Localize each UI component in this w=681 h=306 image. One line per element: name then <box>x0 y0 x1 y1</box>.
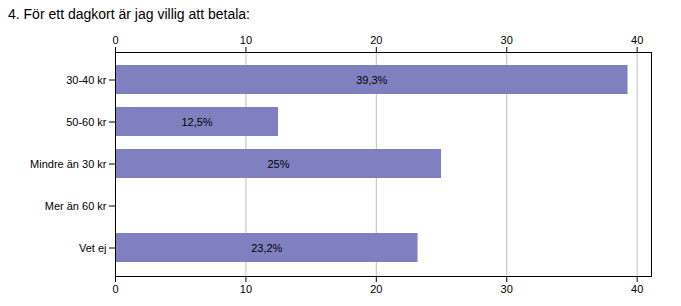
svg-text:Mindre än 30 kr: Mindre än 30 kr <box>30 158 107 170</box>
svg-text:23,2%: 23,2% <box>251 242 282 254</box>
html-text:4. För ett dagkort är jag vill: 4. För ett dagkort är jag villig att bet… <box>8 6 250 22</box>
svg-text:50-60 kr: 50-60 kr <box>66 116 107 128</box>
svg-text:Mer än 60 kr: Mer än 60 kr <box>45 200 107 212</box>
svg-text:25%: 25% <box>268 158 290 170</box>
svg-text:Vet ej: Vet ej <box>79 242 107 254</box>
svg-text:20: 20 <box>370 283 382 295</box>
svg-text:20: 20 <box>370 34 382 46</box>
svg-text:10: 10 <box>240 283 252 295</box>
svg-text:40: 40 <box>631 34 643 46</box>
svg-text:30: 30 <box>501 34 513 46</box>
svg-text:0: 0 <box>112 283 118 295</box>
svg-text:30-40 kr: 30-40 kr <box>66 74 107 86</box>
svg-text:12,5%: 12,5% <box>181 116 212 128</box>
svg-text:40: 40 <box>631 283 643 295</box>
svg-text:30: 30 <box>501 283 513 295</box>
svg-text:10: 10 <box>240 34 252 46</box>
svg-text:39,3%: 39,3% <box>356 74 387 86</box>
svg-text:0: 0 <box>112 34 118 46</box>
